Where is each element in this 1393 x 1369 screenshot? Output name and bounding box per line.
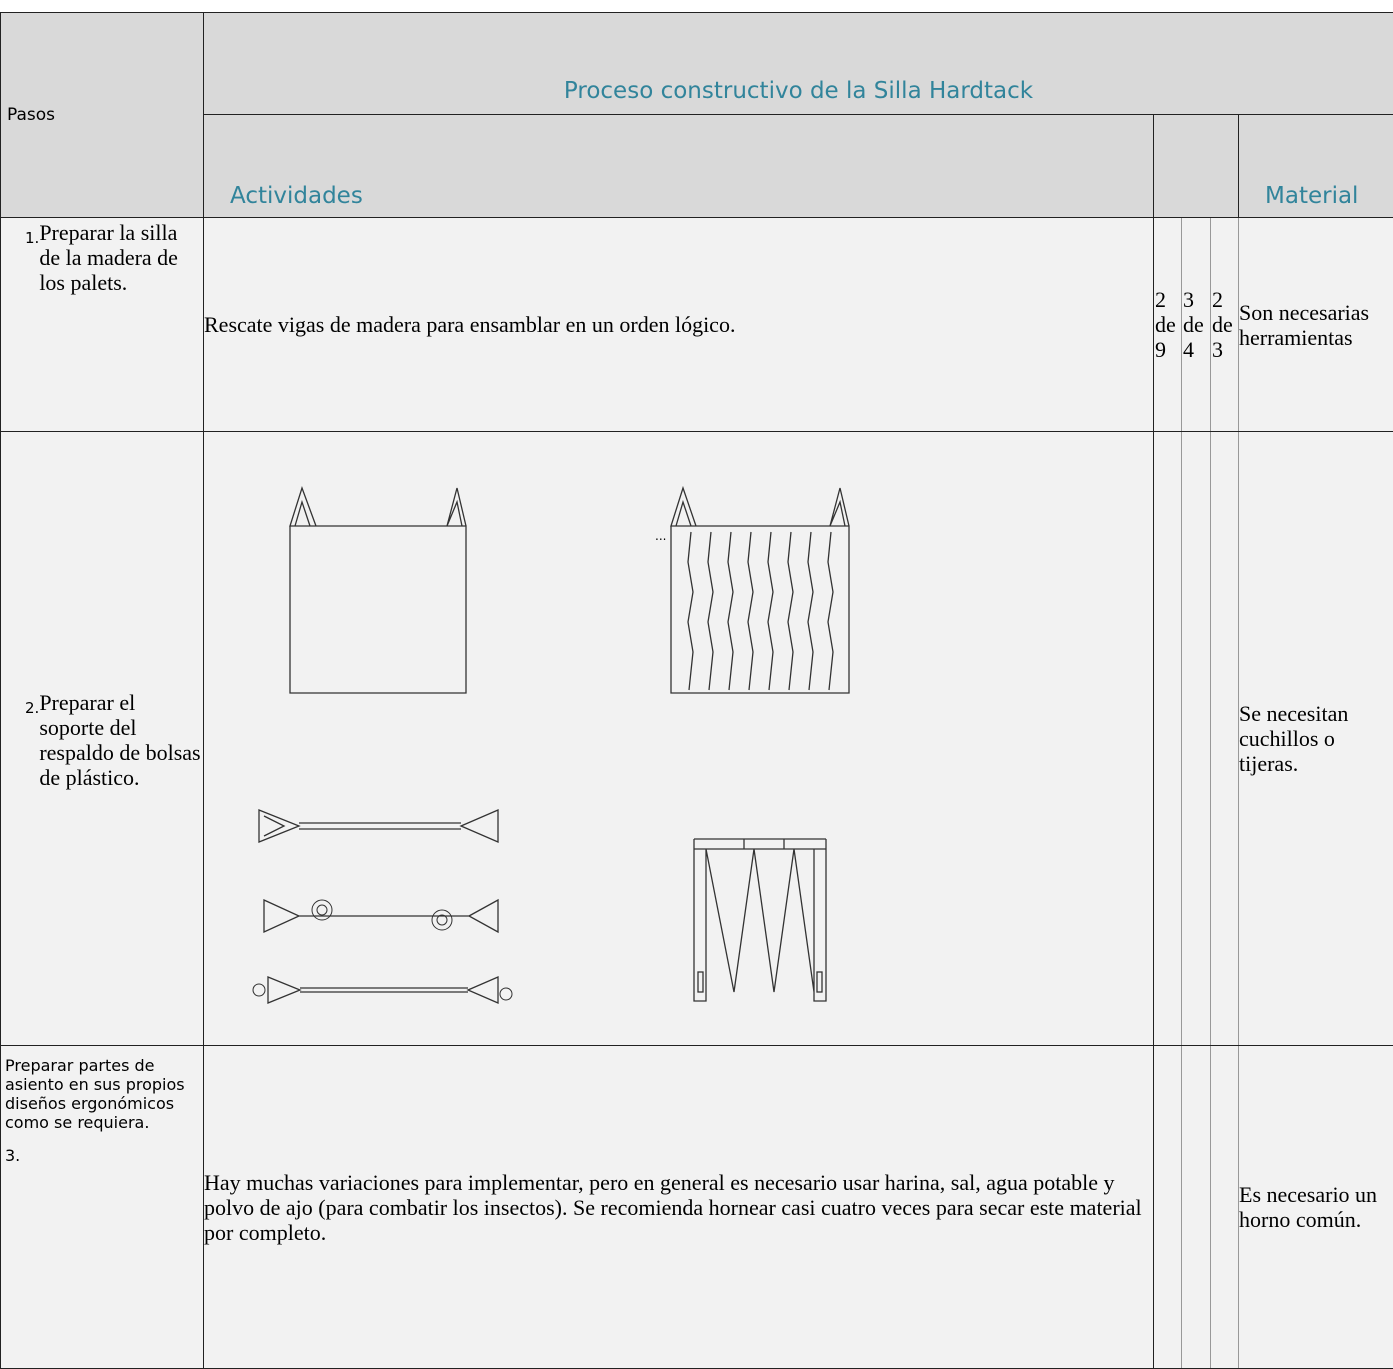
step-cell: 2.Preparar el soporte del respaldo de bo… [1,432,204,1046]
material-header: Material [1239,115,1393,218]
drawing-note: ... [655,529,666,543]
material-cell: Es necesario un horno común. [1239,1046,1393,1369]
count-cell [1211,432,1239,1046]
count-cell: 2 de 3 [1211,218,1239,432]
count-cell [1182,1046,1211,1369]
step-cell: Preparar partes de asiento en sus propio… [1,1046,204,1369]
count-cell: 3 de 4 [1182,218,1211,432]
material-cell: Se necesitan cuchillos o tijeras. [1239,432,1393,1046]
empty-header [1154,115,1239,218]
step-number: 3. [5,1146,199,1165]
count-cell [1154,1046,1182,1369]
activity-cell: Hay muchas variaciones para implementar,… [204,1046,1154,1369]
step-cell: 1.Preparar la silla de la madera de los … [1,218,204,432]
activities-header: Actividades [204,115,1154,218]
count-cell [1154,432,1182,1046]
count-cell: 2 de 9 [1154,218,1182,432]
process-table: Pasos Proceso constructivo de la Silla H… [0,12,1393,1369]
count-cell [1211,1046,1239,1369]
steps-header: Pasos [1,13,204,218]
material-cell: Son necesarias herramientas [1239,218,1393,432]
drawing-cell: ... [204,432,1154,1046]
sketches: ... [204,432,1152,1044]
step-number: 2. [1,690,39,790]
step-text: Preparar partes de asiento en sus propio… [5,1056,199,1132]
step-text: Preparar la silla de la madera de los pa… [39,220,203,295]
table-title: Proceso constructivo de la Silla Hardtac… [204,13,1393,115]
step-number: 1. [1,220,39,295]
step-text: Preparar el soporte del respaldo de bols… [39,690,203,790]
count-cell [1182,432,1211,1046]
activity-cell: Rescate vigas de madera para ensamblar e… [204,218,1154,432]
